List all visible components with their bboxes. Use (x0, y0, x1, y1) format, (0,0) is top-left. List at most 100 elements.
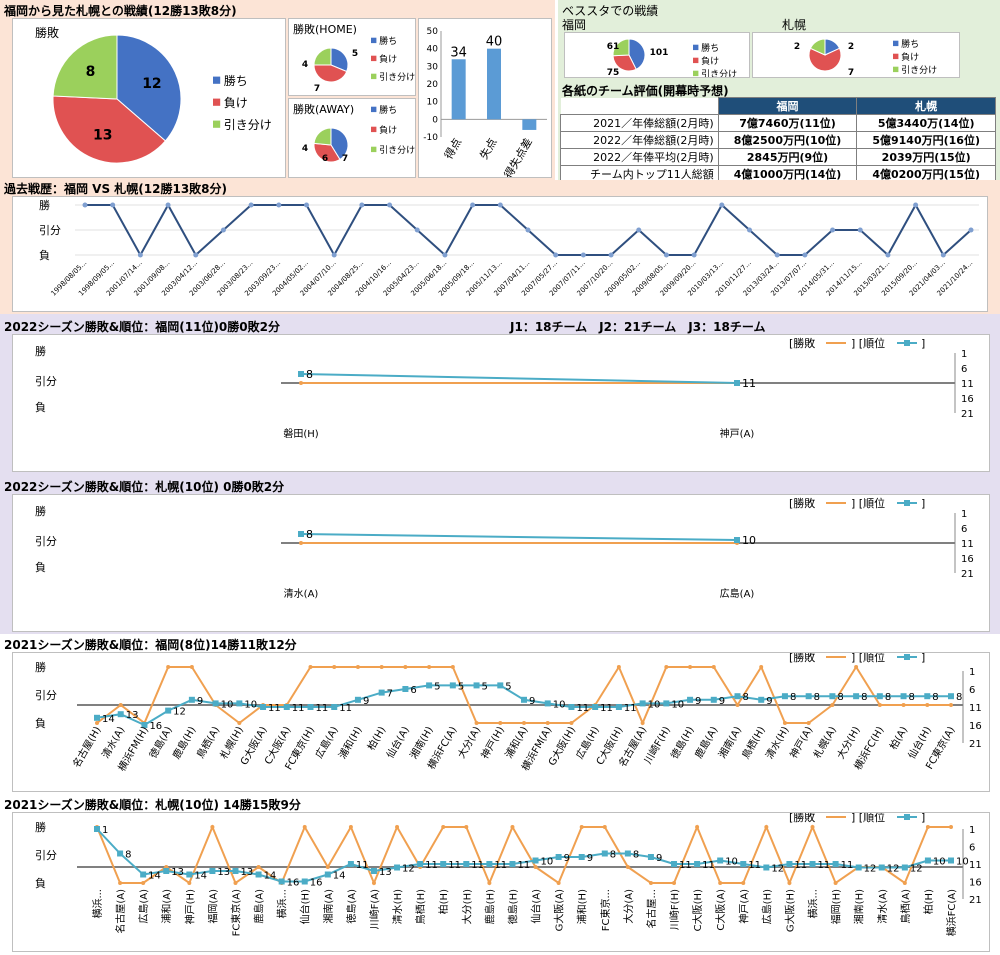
season21s-ylabel-draw: 引分 (35, 848, 57, 862)
season21f-rank-marker-23 (639, 700, 646, 707)
overall_pie-legend-swatch-1 (213, 98, 221, 106)
history-point-20 (636, 227, 642, 233)
bessta-sapporo-box: 2 7 2 勝ち 負け 引き分け (752, 32, 960, 78)
season21s-ylabel-win: 勝 (35, 820, 46, 834)
season21s-xtick-29: 広島(H) (760, 889, 773, 924)
season21s-xtick-19: 仙台(A) (530, 889, 543, 924)
bessta_s-slice-1 (808, 47, 842, 72)
season21s-xtick-33: 湘南(H) (853, 889, 866, 924)
goals-ytick-3: 20 (427, 80, 439, 90)
season21s-xtick-5: 福岡(A) (206, 889, 219, 924)
season21f-result-point-24 (664, 665, 669, 669)
season22s-rank-label-0: 8 (306, 528, 313, 541)
season21s-rank-tick-3: 16 (969, 878, 982, 889)
season21s-xtick-16: 大分(H) (460, 889, 473, 924)
season22s-legend-end: ] (921, 497, 925, 510)
season21s-xtick-25: 川崎F(H) (668, 889, 681, 930)
season21s-xtick-15: 柏(H) (437, 889, 450, 914)
season21s-rank-label-28: 11 (748, 860, 761, 871)
season21s-legend-result: [勝敗 (789, 813, 815, 824)
away_pie-label-1: 6 (322, 154, 328, 164)
season21f-rank-marker-15 (449, 682, 456, 689)
season21s-rank-label-11: 11 (356, 860, 369, 871)
evaluation-header-sapporo: 札幌 (856, 97, 996, 115)
season21f-rank-marker-36 (948, 693, 954, 700)
season21s-result-point-27 (718, 881, 723, 885)
evaluation-row: 2022／年俸平均(2月時) 2845万円(9位) 2039万円(15位) (560, 148, 996, 166)
season21f-rank-label-8: 11 (292, 703, 305, 714)
goals-ytick-4: 10 (427, 98, 439, 108)
season21f-rank-label-26: 9 (719, 696, 725, 707)
season22f-rank-label-0: 8 (306, 368, 313, 381)
season22s-rank-tick-4: 21 (961, 569, 974, 580)
season21s-rank-marker-23 (624, 850, 631, 857)
history-point-21 (663, 252, 669, 258)
season21s-xtick-31: 横浜... (807, 889, 820, 919)
season21f-result-point-16 (474, 721, 479, 725)
bessta_s-legend-swatch-2 (893, 66, 899, 73)
season21s-result-line (96, 824, 951, 886)
season21s-result-point-11 (348, 825, 353, 829)
season21f-rank-marker-26 (710, 696, 717, 703)
evaluation-sapporo-value: 5億3440万(14位) (856, 114, 996, 132)
season21f-result-point-22 (616, 665, 621, 669)
season22s-ylabel-draw: 引分 (35, 534, 57, 548)
season21s-xtick-20: G大阪(A) (553, 889, 566, 931)
season21s-rank-label-29: 12 (771, 864, 784, 875)
season21f-rank-label-36: 8 (956, 692, 962, 703)
history-point-25 (774, 252, 780, 258)
season21s-xtick-21: 浦和(H) (576, 889, 589, 924)
season21f-ylabel-win: 勝 (35, 660, 46, 674)
season22f-rank-tick-4: 21 (961, 409, 974, 420)
season21s-section: 2021シーズン勝敗&順位：札幌(10位) 14勝15敗9分 [勝敗] [順位]… (0, 794, 1000, 954)
history-point-30 (913, 202, 919, 208)
season21f-rank-marker-35 (924, 693, 931, 700)
season21f-rank-label-0: 14 (102, 714, 115, 725)
season21f-rank-label-5: 10 (221, 699, 234, 710)
history-point-4 (193, 252, 199, 258)
season21s-result-point-35 (902, 881, 907, 885)
away_pie-legend-0: 勝ち (379, 104, 397, 116)
season21s-xtick-24: 名古屋... (645, 889, 658, 929)
season21s-rank-marker-9 (301, 878, 308, 885)
season22s-rank-marker-1 (734, 537, 740, 543)
season21f-rank-label-17: 5 (505, 681, 511, 692)
season21s-rank-label-25: 11 (679, 860, 692, 871)
season21s-rank-marker-5 (209, 868, 216, 874)
season21s-xtick-14: 鳥栖(H) (414, 889, 427, 924)
season21f-rank-marker-21 (592, 704, 599, 710)
history-point-18 (580, 252, 586, 258)
bessta_f-slice-1 (612, 54, 637, 72)
home_pie-legend-swatch-1 (371, 55, 377, 62)
season21s-rank-label-5: 13 (217, 867, 230, 878)
history-point-6 (248, 202, 254, 208)
season22s-rank-marker-0 (298, 531, 304, 537)
bessta_f-slice-2 (612, 38, 630, 57)
season21f-result-point-28 (759, 665, 764, 669)
overall-section: 福岡から見た札幌との戦績(12勝13敗8分) 勝敗 12 13 8 勝ち 負け 引き分け … (0, 0, 555, 181)
season21f-rank-label-27: 8 (743, 692, 749, 703)
away_pie-legend-2: 引き分け (379, 145, 415, 156)
goals-ytick-5: 0 (432, 115, 438, 125)
season21s-result-point-4 (187, 881, 192, 885)
season21f-rank-label-22: 11 (624, 703, 637, 714)
season21s-rank-marker-26 (694, 861, 701, 867)
season21s-rank-label-31: 11 (818, 860, 831, 871)
overall_pie-slice-0 (116, 34, 182, 142)
season21f-rank-marker-10 (331, 704, 338, 710)
season21s-xtick-36: 柏(H) (922, 889, 935, 914)
season21f-rank-marker-31 (829, 693, 836, 700)
bessta_s-label-2: 2 (794, 42, 800, 52)
season21f-rank-marker-7 (260, 704, 267, 710)
away_pie-slice-2 (313, 127, 332, 146)
season22s-ylabel-lose: 負 (35, 561, 46, 574)
season21s-result-point-30 (787, 881, 792, 885)
season21f-rank-tick-4: 21 (969, 739, 982, 750)
goals-ytick-2: 30 (427, 62, 439, 72)
bessta_s-legend-swatch-1 (893, 53, 899, 60)
season21f-result-point-1 (118, 703, 123, 707)
evaluation-row: 2022／年俸総額(2月時) 8億2500万円(10位) 5億9140万円(16位) (560, 131, 996, 149)
